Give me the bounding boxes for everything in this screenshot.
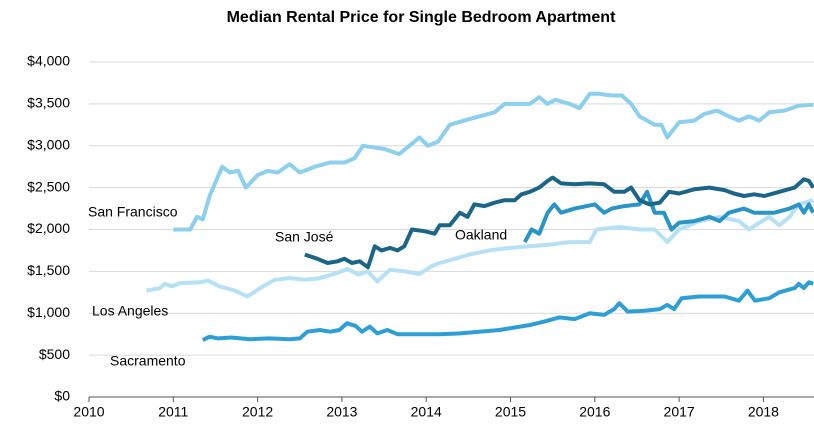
- y-tick-label: $2,000: [27, 220, 70, 236]
- y-tick-label: $1,000: [27, 304, 70, 320]
- x-tick-label: 2016: [579, 404, 610, 420]
- x-tick-label: 2011: [158, 404, 188, 420]
- y-tick-label: $1,500: [27, 262, 70, 278]
- x-tick-label: 2018: [748, 404, 779, 420]
- y-tick-label: $3,500: [27, 95, 70, 111]
- series-line: [145, 198, 814, 299]
- y-tick-label: $3,000: [27, 136, 70, 152]
- series-line: [201, 280, 814, 342]
- series-label: San Francisco: [88, 204, 178, 220]
- series-label: Sacramento: [110, 353, 186, 369]
- x-tick-label: 2017: [664, 404, 695, 420]
- series-label: Oakland: [455, 227, 507, 243]
- x-tick-label: 2014: [411, 404, 442, 420]
- series-label: San José: [275, 229, 334, 245]
- series-line: [304, 175, 814, 270]
- series-line: [173, 91, 814, 232]
- x-tick-label: 2013: [326, 404, 357, 420]
- series-label: Los Angeles: [92, 303, 168, 319]
- y-tick-label: $4,000: [27, 53, 70, 69]
- x-tick-label: 2010: [73, 404, 104, 420]
- y-tick-label: $0: [54, 388, 70, 404]
- y-tick-label: $500: [39, 346, 70, 362]
- x-tick-label: 2015: [495, 404, 526, 420]
- series-line: [523, 189, 814, 244]
- chart-title: Median Rental Price for Single Bedroom A…: [227, 9, 616, 26]
- y-tick-label: $2,500: [27, 178, 70, 194]
- x-tick-label: 2012: [242, 404, 273, 420]
